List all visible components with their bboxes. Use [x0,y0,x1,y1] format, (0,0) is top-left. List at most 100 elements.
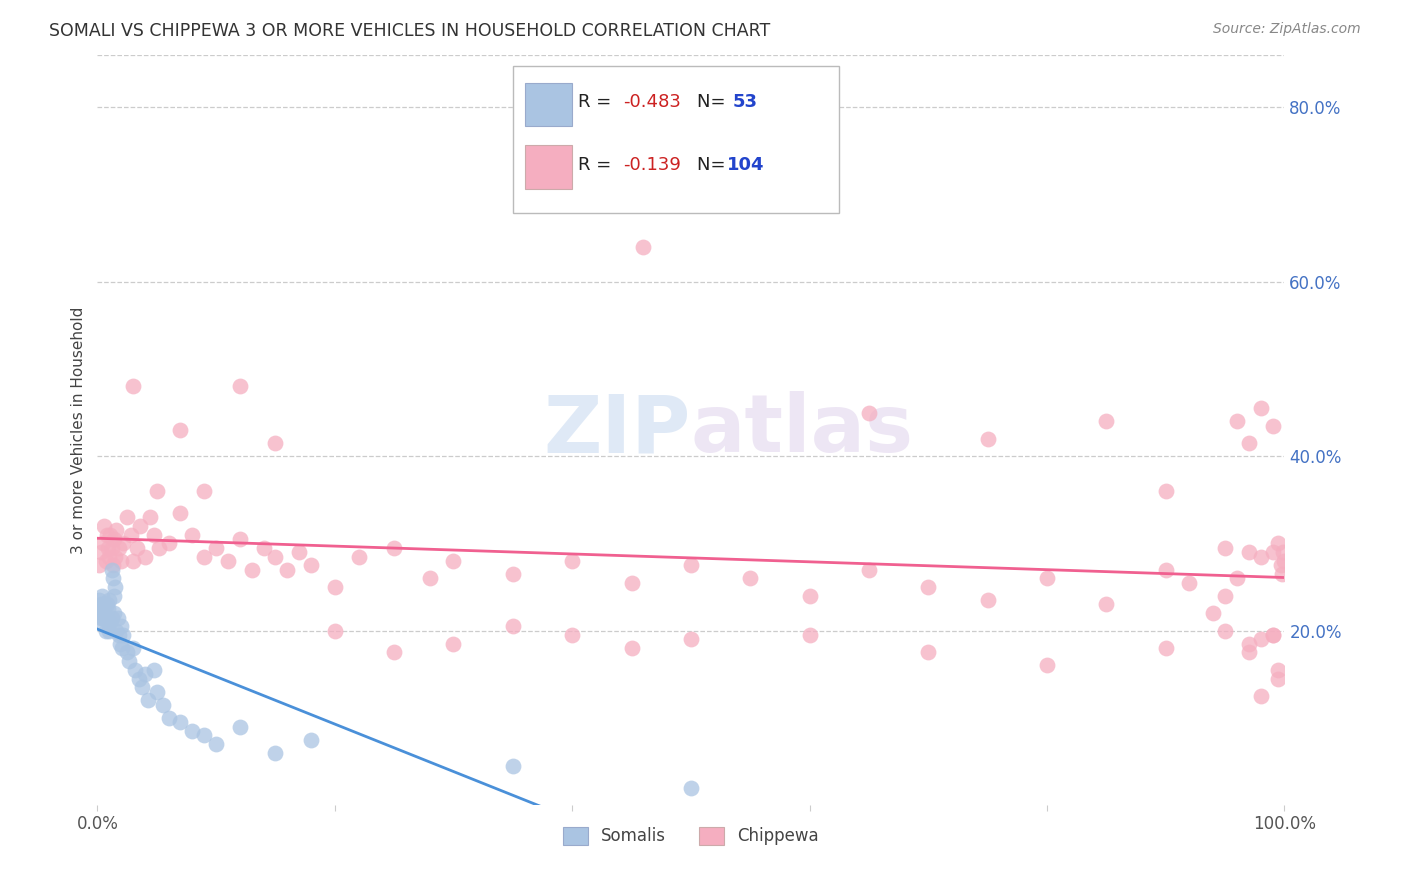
Point [620,641,643,656]
Point [96,527,118,541]
Point [112,628,135,642]
Point [799,589,821,603]
Point [157,536,180,550]
Legend: Somalis, Chippewa: Somalis, Chippewa [562,827,820,846]
Text: atlas: atlas [690,391,914,469]
Point [1250,689,1272,703]
Point [240,563,263,577]
Point [122,379,145,393]
Point [502,566,524,581]
Point [205,541,228,555]
Point [229,532,252,546]
Point [122,641,145,656]
Point [125,541,148,555]
Point [858,406,880,420]
Point [87,593,110,607]
Point [1261,418,1284,433]
Point [110,554,132,568]
Point [91,589,114,603]
Point [148,541,170,555]
Point [419,571,441,585]
Text: Source: ZipAtlas.com: Source: ZipAtlas.com [1213,22,1361,37]
Point [157,711,180,725]
Point [443,554,465,568]
Point [1178,575,1201,590]
Point [107,628,129,642]
Point [124,663,146,677]
Point [323,624,346,638]
Point [561,628,583,642]
Point [104,549,127,564]
Point [1213,541,1236,555]
Point [100,541,122,555]
Point [1270,558,1292,573]
Point [1154,484,1177,499]
Point [97,602,120,616]
Point [502,619,524,633]
Point [98,549,121,564]
Point [110,619,132,633]
Point [620,575,643,590]
Point [858,563,880,577]
Point [145,484,167,499]
Point [1036,571,1059,585]
Point [143,663,166,677]
Point [152,698,174,712]
Point [169,506,191,520]
Point [93,519,115,533]
Point [1250,632,1272,647]
Point [1226,414,1249,428]
Point [94,554,117,568]
Point [276,563,298,577]
Point [104,580,127,594]
FancyBboxPatch shape [524,145,572,188]
Point [129,519,152,533]
Point [90,610,112,624]
Point [94,624,117,638]
Point [96,598,118,612]
Point [103,532,125,546]
Point [118,654,141,668]
Point [976,593,998,607]
Point [1095,414,1118,428]
Point [299,558,322,573]
Point [1237,645,1260,659]
Point [299,732,322,747]
Point [97,615,120,629]
Point [679,632,702,647]
FancyBboxPatch shape [524,83,572,127]
Point [181,723,204,738]
Point [382,541,405,555]
Point [1250,549,1272,564]
Point [145,684,167,698]
Point [105,624,128,638]
Point [252,541,274,555]
Point [89,606,111,620]
Point [193,549,215,564]
Point [138,510,160,524]
Point [97,541,120,555]
Point [1154,563,1177,577]
Point [87,558,110,573]
Point [1261,545,1284,559]
Point [217,554,239,568]
Point [100,615,122,629]
Point [205,737,228,751]
Point [1154,641,1177,656]
Point [1274,554,1296,568]
Point [134,549,156,564]
Point [98,624,121,638]
Point [108,637,131,651]
Point [94,610,117,624]
Point [917,580,939,594]
Text: ZIP: ZIP [544,391,690,469]
Point [107,541,129,555]
Text: N=: N= [697,156,731,174]
Point [111,641,134,656]
Text: -0.139: -0.139 [623,156,681,174]
Point [103,589,125,603]
Text: SOMALI VS CHIPPEWA 3 OR MORE VEHICLES IN HOUSEHOLD CORRELATION CHART: SOMALI VS CHIPPEWA 3 OR MORE VEHICLES IN… [49,22,770,40]
Point [112,536,135,550]
Text: 104: 104 [727,156,763,174]
Point [976,432,998,446]
